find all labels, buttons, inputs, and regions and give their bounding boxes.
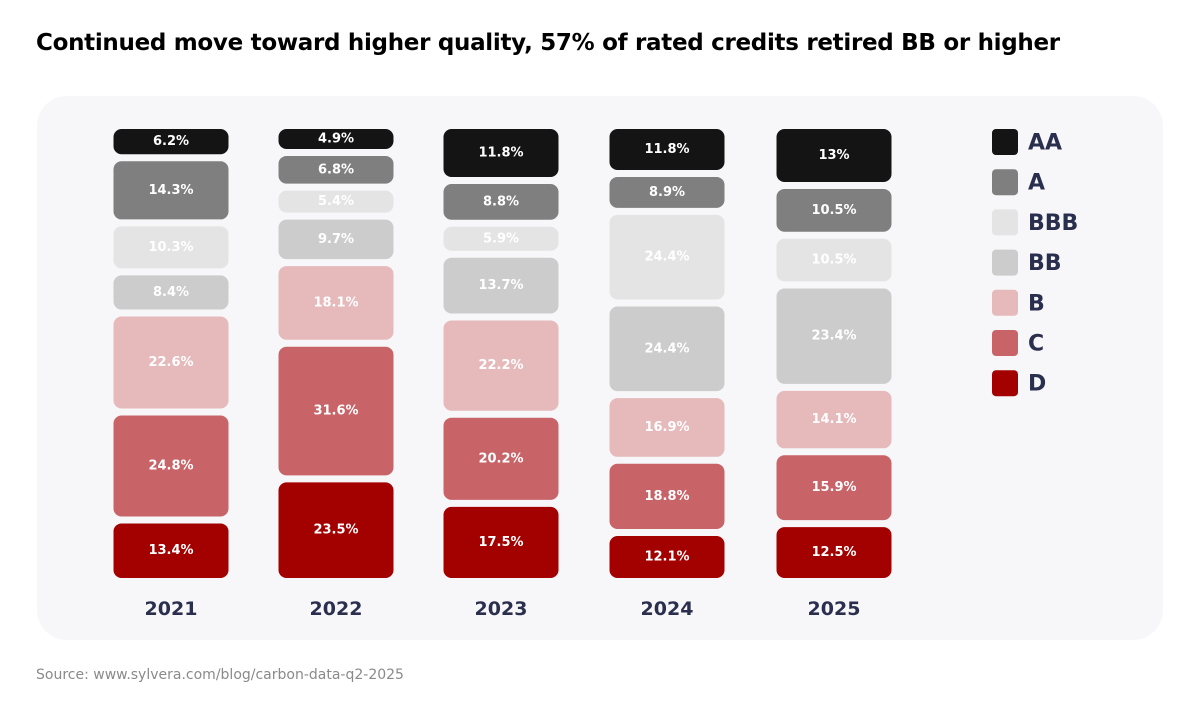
legend-swatch-aa [992,129,1018,155]
bar-segment-d-2022 [278,482,394,578]
data-label: 18.8% [644,489,689,504]
x-tick-label: 2023 [475,598,528,620]
bar-segment-bbb-2024 [609,214,725,300]
data-label: 23.5% [313,523,358,538]
data-label: 9.7% [318,232,354,247]
legend-label: B [1028,291,1045,316]
data-label: 5.9% [483,231,519,246]
bar-segment-a-2024 [609,176,725,208]
bar-segment-c-2021 [113,415,229,517]
bar-segment-d-2025 [776,527,892,578]
legend-label: BBB [1028,211,1078,236]
x-tick-label: 2025 [808,598,861,620]
bar-segment-d-2024 [609,536,725,578]
data-label: 23.4% [811,329,856,344]
data-label: 10.5% [811,253,856,268]
data-label: 6.8% [318,162,354,177]
bar-segment-b-2023 [443,320,559,411]
bar-segment-aa-2023 [443,129,559,177]
bar-segment-a-2025 [776,188,892,232]
bar-segment-bb-2024 [609,306,725,392]
bar-segment-aa-2022 [278,129,394,149]
data-label: 17.5% [478,535,523,550]
x-tick-label: 2024 [641,598,694,620]
bar-segment-bb-2022 [278,219,394,260]
data-label: 15.9% [811,480,856,495]
legend-label: BB [1028,251,1062,276]
bar-segment-a-2022 [278,155,394,184]
data-label: 11.8% [478,145,523,160]
bar-segment-a-2021 [113,161,229,220]
data-label: 24.8% [148,458,193,473]
legend-swatch-a [992,169,1018,196]
bar-segment-b-2024 [609,398,725,457]
bar-segment-bb-2021 [113,275,229,310]
data-label: 24.4% [644,250,689,265]
legend-label: A [1028,171,1045,196]
data-label: 14.3% [148,183,193,198]
bar-segment-bbb-2021 [113,226,229,269]
bar-segment-d-2021 [113,523,229,578]
data-label: 24.4% [644,341,689,356]
legend-swatch-c [992,330,1018,356]
data-label: 10.5% [811,203,856,218]
bar-segment-b-2021 [113,316,229,409]
legend-label: D [1028,372,1046,397]
legend-swatch-bb [992,249,1018,276]
bar-segment-bbb-2025 [776,238,892,282]
data-label: 4.9% [318,131,354,146]
bar-segment-c-2024 [609,463,725,530]
source-note: Source: www.sylvera.com/blog/carbon-data… [36,667,404,683]
bar-segment-b-2025 [776,390,892,449]
data-label: 13% [818,148,849,163]
bar-segment-aa-2024 [609,129,725,170]
bar-segment-bb-2023 [443,257,559,314]
data-label: 13.4% [148,543,193,558]
legend-swatch-bbb [992,209,1018,236]
bar-segment-a-2023 [443,183,559,220]
data-label: 8.9% [649,185,685,200]
bar-segment-d-2023 [443,506,559,578]
data-label: 6.2% [153,134,189,149]
legend-swatch-d [992,370,1018,397]
legend-label: AA [1028,131,1062,156]
data-label: 5.4% [318,194,354,209]
bar-segment-bbb-2023 [443,226,559,251]
data-label: 12.5% [811,545,856,560]
legend-swatch-b [992,289,1018,316]
bar-segment-c-2023 [443,417,559,500]
data-label: 31.6% [313,404,358,419]
data-label: 16.9% [644,420,689,435]
data-label: 13.7% [478,278,523,293]
data-label: 12.1% [644,550,689,565]
data-label: 18.1% [313,295,358,310]
bar-segment-aa-2025 [776,129,892,182]
data-label: 10.3% [148,240,193,255]
data-label: 22.2% [478,358,523,373]
bar-segment-c-2022 [278,346,394,476]
legend-label: C [1028,332,1044,357]
x-tick-label: 2022 [310,598,363,620]
bar-segment-c-2025 [776,455,892,521]
bar-segment-aa-2021 [113,129,229,155]
chart-title: Continued move toward higher quality, 57… [36,30,1060,56]
x-tick-label: 2021 [145,598,198,620]
bar-segment-b-2022 [278,266,394,340]
data-label: 8.8% [483,194,519,209]
data-label: 20.2% [478,451,523,466]
bar-segment-bbb-2022 [278,190,394,213]
data-label: 22.6% [148,355,193,370]
data-label: 14.1% [811,412,856,427]
bar-segment-bb-2025 [776,288,892,384]
data-label: 8.4% [153,285,189,300]
data-label: 11.8% [644,142,689,157]
